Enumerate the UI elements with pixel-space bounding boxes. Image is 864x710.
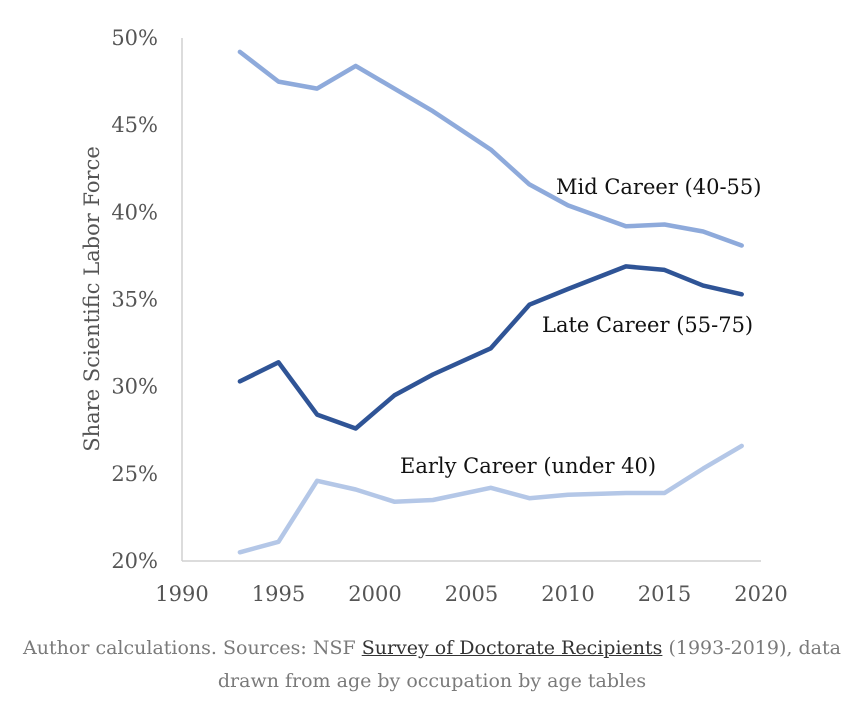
series-label-mid-career: Mid Career (40-55) [556,175,761,199]
x-tick-label: 2020 [734,582,787,606]
series-line-1 [237,264,744,431]
y-tick-label: 35% [111,288,158,312]
series-lines [237,49,744,555]
caption-line-1: Author calculations. Sources: NSF Survey… [0,632,864,665]
x-tick-label: 1990 [155,582,208,606]
caption-prefix: Author calculations. Sources: NSF [23,637,362,659]
figure-caption: Author calculations. Sources: NSF Survey… [0,632,864,698]
survey-link[interactable]: Survey of Doctorate Recipients [361,637,663,659]
x-tick-label: 2005 [445,582,498,606]
x-tick-label: 2000 [348,582,401,606]
y-tick-label: 50% [111,26,158,50]
series-line-2 [237,443,744,555]
x-tick-label: 1995 [252,582,305,606]
caption-line-2: drawn from age by occupation by age tabl… [217,670,647,692]
series-label-early-career: Early Career (under 40) [400,454,656,478]
y-tick-label: 20% [111,549,158,573]
x-tick-label: 2015 [638,582,691,606]
y-axis-label: Share Scientific Labor Force [80,146,104,452]
y-tick-label: 25% [111,462,158,486]
y-tick-labels: 20% 25% 30% 35% 40% 45% 50% [111,26,158,573]
y-tick-label: 40% [111,200,158,224]
caption-suffix: (1993-2019), data [662,637,841,659]
series-line-0 [237,49,744,248]
y-tick-label: 45% [111,113,158,137]
series-label-late-career: Late Career (55-75) [542,313,753,337]
line-chart: 20% 25% 30% 35% 40% 45% 50% 1990 1995 2000 2005 20… [80,26,788,606]
x-tick-label: 2010 [541,582,594,606]
y-tick-label: 30% [111,375,158,399]
x-tick-labels: 1990 1995 2000 2005 2010 2015 2020 [155,582,787,606]
